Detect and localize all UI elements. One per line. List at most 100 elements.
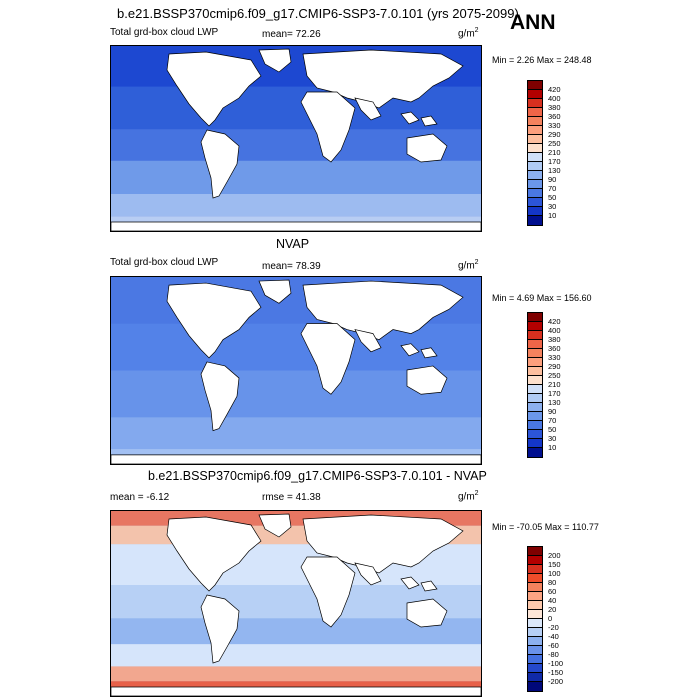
colorbar-tick-label: 70 xyxy=(548,416,557,425)
colorbar-tick-label: 420 xyxy=(548,85,561,94)
colorbar-swatch xyxy=(528,117,542,126)
colorbar-swatch xyxy=(528,376,542,385)
land-outline xyxy=(166,282,262,359)
colorbar-tick-label: 30 xyxy=(548,202,557,211)
land-outline xyxy=(166,51,262,127)
colorbar-swatch xyxy=(528,81,542,90)
colorbar-swatch xyxy=(528,583,542,592)
colorbar-tick-label: 30 xyxy=(548,434,557,443)
colorbar-swatch xyxy=(528,592,542,601)
colorbar-tick-label: 250 xyxy=(548,371,561,380)
colorbar-tick-label: 400 xyxy=(548,94,561,103)
colorbar-swatch xyxy=(528,349,542,358)
panel2-variable-label: Total grd-box cloud LWP xyxy=(110,257,219,268)
colorbar-tick-label: 100 xyxy=(548,569,561,578)
colorbar-tick-label: 250 xyxy=(548,139,561,148)
land-outline xyxy=(302,514,464,574)
colorbar-tick-label: 130 xyxy=(548,398,561,407)
land-outline xyxy=(258,513,292,538)
colorbar-swatch xyxy=(528,198,542,207)
colorbar-swatch xyxy=(528,162,542,171)
colorbar-tick-label: 50 xyxy=(548,193,557,202)
colorbar-tick-label: 360 xyxy=(548,344,561,353)
colorbar-swatch xyxy=(528,313,542,322)
colorbar-tick-label: 90 xyxy=(548,175,557,184)
land-outline xyxy=(302,49,464,109)
colorbar-tick-label: 210 xyxy=(548,148,561,157)
panel2-colorbar: 420 400 380 360 330 290 250 210 170 130 90 70 50 30 10 xyxy=(527,312,561,458)
colorbar-tick-label: 20 xyxy=(548,605,557,614)
colorbar-swatch xyxy=(528,403,542,412)
colorbar-swatch xyxy=(528,655,542,664)
panel3-rmse-label: rmse = 41.38 xyxy=(262,492,321,503)
colorbar-swatch xyxy=(528,439,542,448)
ocean-band xyxy=(111,666,481,682)
colorbar-tick-label: 380 xyxy=(548,103,561,112)
colorbar-swatch xyxy=(528,108,542,117)
colorbar-tick-label: -20 xyxy=(548,623,559,632)
panel2-units: g/m2 xyxy=(458,259,479,272)
colorbar-swatch xyxy=(528,331,542,340)
colorbar-swatch xyxy=(528,637,542,646)
map-canvas xyxy=(111,511,481,696)
figure-title: b.e21.BSSP370cmip6.f09_g17.CMIP6-SSP3-7.… xyxy=(117,6,519,21)
land-outline xyxy=(406,365,448,395)
colorbar-tick-label: 290 xyxy=(548,362,561,371)
ocean-band xyxy=(111,194,481,217)
colorbar-swatch xyxy=(528,144,542,153)
colorbar-swatch xyxy=(528,628,542,637)
land-outline xyxy=(200,361,240,432)
land-outline xyxy=(400,343,438,359)
land-outline xyxy=(300,323,356,395)
colorbar-swatch xyxy=(528,180,542,189)
ocean-band xyxy=(111,644,481,667)
colorbar-swatch xyxy=(528,135,542,144)
colorbar-tick-label: 170 xyxy=(548,389,561,398)
colorbar-swatch xyxy=(528,189,542,198)
colorbar-tick-label: 150 xyxy=(548,560,561,569)
colorbar-tick-label: -100 xyxy=(548,659,564,668)
ocean-band xyxy=(111,323,481,371)
colorbar-swatch xyxy=(528,99,542,108)
land-outline xyxy=(258,48,292,73)
colorbar-swatch xyxy=(528,430,542,439)
land-outline xyxy=(200,129,240,199)
land-outline xyxy=(300,91,356,163)
colorbar-swatch xyxy=(528,547,542,556)
panel2-mean-label: mean= 78.39 xyxy=(262,261,321,272)
land-outline xyxy=(300,556,356,628)
land-outline xyxy=(302,280,464,341)
colorbar-tick-label: 10 xyxy=(548,443,557,452)
panel2-minmax: Min = 4.69 Max = 156.60 xyxy=(492,293,592,303)
colorbar-tick-label: 70 xyxy=(548,184,557,193)
ocean-band xyxy=(111,160,481,194)
panel3-map xyxy=(110,510,482,697)
colorbar-swatch xyxy=(528,682,542,691)
colorbar-tick-label: 210 xyxy=(548,380,561,389)
panel3-units: g/m2 xyxy=(458,490,479,503)
land-outline xyxy=(200,594,240,664)
land-outline xyxy=(400,111,438,127)
colorbar-tick-label: 420 xyxy=(548,317,561,326)
colorbar-tick-label: 90 xyxy=(548,407,557,416)
colorbar-swatch xyxy=(528,90,542,99)
colorbar-swatch xyxy=(528,216,542,225)
land-outline xyxy=(354,329,382,353)
land-outline xyxy=(400,576,438,592)
panel1-variable-label: Total grd-box cloud LWP xyxy=(110,27,219,38)
panel2-map xyxy=(110,276,482,465)
colorbar-tick-label: 380 xyxy=(548,335,561,344)
colorbar-swatch xyxy=(528,448,542,457)
colorbar-swatch xyxy=(528,394,542,403)
colorbar-tick-label: 200 xyxy=(548,551,561,560)
colorbar-tick-label: 330 xyxy=(548,121,561,130)
land-outline xyxy=(111,686,481,696)
colorbar-tick-label: 400 xyxy=(548,326,561,335)
colorbar-tick-label: 50 xyxy=(548,425,557,434)
colorbar-swatch xyxy=(528,565,542,574)
map-canvas xyxy=(111,46,481,231)
colorbar-tick-label: 10 xyxy=(548,211,557,220)
colorbar-swatch xyxy=(528,153,542,162)
colorbar-swatch xyxy=(528,574,542,583)
colorbar-swatch xyxy=(528,673,542,682)
